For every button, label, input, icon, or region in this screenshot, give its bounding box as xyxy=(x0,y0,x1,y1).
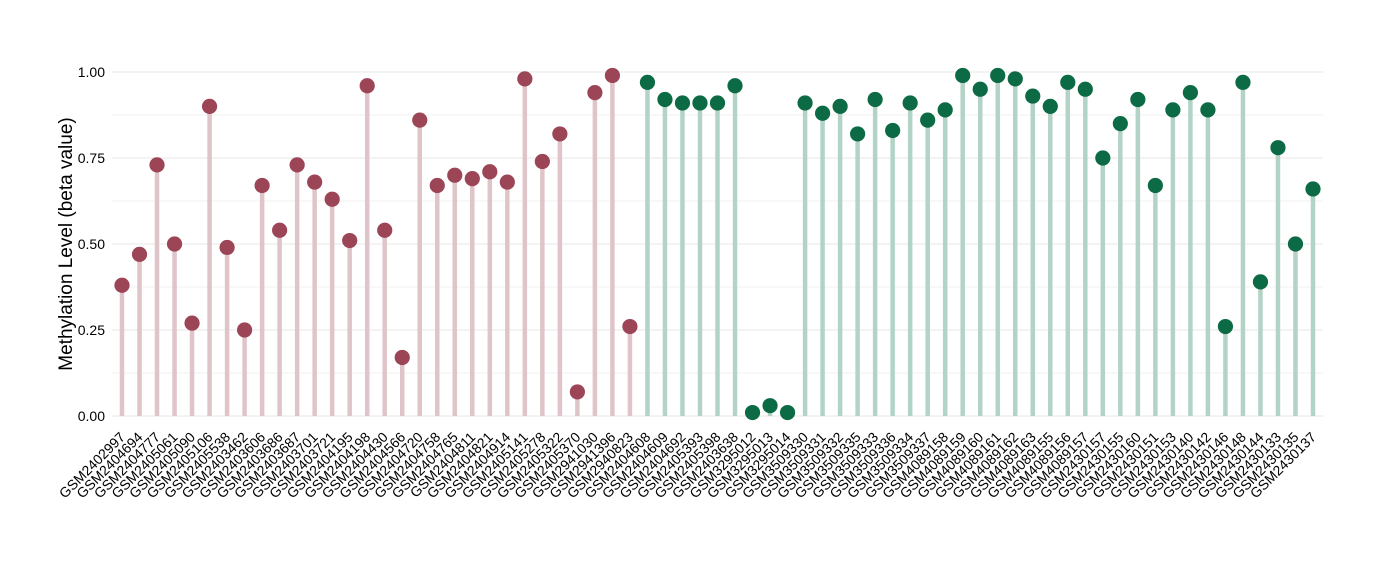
lollipop-point xyxy=(324,191,340,207)
lollipop-point xyxy=(1305,181,1321,197)
lollipop-point xyxy=(1112,116,1128,132)
y-axis-ticks: 0.00 0.25 0.50 0.75 1.00 xyxy=(78,64,105,424)
lollipop-point xyxy=(184,315,200,331)
lollipop-point xyxy=(307,174,323,190)
y-tick-label: 0.00 xyxy=(78,408,105,424)
lollipop-point xyxy=(1252,274,1269,290)
lollipop-point xyxy=(447,167,463,183)
lollipop-point xyxy=(359,78,375,94)
lollipop-point xyxy=(464,171,480,187)
lollipop-point xyxy=(1287,236,1304,252)
lollipop-point xyxy=(201,98,218,114)
lollipop-stems xyxy=(119,75,1316,416)
lollipop-point xyxy=(131,246,148,262)
lollipop-point xyxy=(639,74,656,90)
lollipop-point xyxy=(709,95,726,111)
lollipop-point xyxy=(482,164,498,180)
y-tick-label: 0.25 xyxy=(78,322,105,338)
lollipop-point xyxy=(1025,88,1041,104)
lollipop-point xyxy=(779,404,796,421)
lollipop-point xyxy=(1270,140,1286,156)
lollipop-point xyxy=(342,232,358,249)
lollipop-point xyxy=(166,236,183,252)
lollipop-point xyxy=(254,177,270,194)
x-axis-labels: GSM2402997GSM2404694GSM2404777GSM2405061… xyxy=(56,429,1320,502)
lollipop-point xyxy=(850,126,866,142)
lollipop-point xyxy=(1182,85,1198,101)
y-tick-label: 0.50 xyxy=(78,236,105,252)
lollipop-point xyxy=(867,91,883,108)
lollipop-point xyxy=(1165,102,1181,118)
lollipop-point xyxy=(412,112,428,128)
lollipop-point xyxy=(657,91,673,108)
lollipop-point xyxy=(114,277,130,293)
lollipop-point xyxy=(1042,98,1058,114)
lollipop-point xyxy=(517,71,533,87)
y-axis-title: Methylation Level (beta value) xyxy=(56,117,77,370)
lollipop-point xyxy=(429,177,445,194)
lollipop-point xyxy=(797,95,813,111)
lollipop-point xyxy=(727,78,743,94)
lollipop-point xyxy=(885,122,901,139)
lollipop-point xyxy=(377,222,393,238)
lollipop-point xyxy=(622,318,638,335)
lollipop-point xyxy=(1007,71,1023,87)
lollipop-point xyxy=(604,67,621,84)
lollipop-point xyxy=(219,239,235,256)
lollipop-point xyxy=(149,157,165,173)
lollipop-point xyxy=(289,157,305,173)
lollipop-point xyxy=(394,349,410,366)
lollipop-point xyxy=(832,98,848,114)
lollipop-point xyxy=(955,67,971,84)
y-tick-label: 0.75 xyxy=(78,150,105,166)
lollipop-point xyxy=(902,95,918,111)
lollipop-point xyxy=(1130,91,1146,108)
lollipop-point xyxy=(920,112,936,128)
lollipop-point xyxy=(674,95,691,111)
lollipop-point xyxy=(692,95,708,111)
lollipop-point xyxy=(499,174,515,190)
lollipop-point xyxy=(762,398,778,414)
lollipop-point xyxy=(1200,102,1216,118)
lollipop-points xyxy=(114,67,1321,421)
y-tick-label: 1.00 xyxy=(78,64,105,80)
lollipop-point xyxy=(534,153,550,170)
lollipop-point xyxy=(1235,74,1251,90)
lollipop-point xyxy=(744,404,761,421)
lollipop-point xyxy=(1217,318,1234,335)
lollipop-point xyxy=(552,126,568,142)
lollipop-point xyxy=(237,322,253,338)
lollipop-point xyxy=(1077,81,1093,97)
lollipop-point xyxy=(990,67,1006,84)
lollipop-point xyxy=(1147,177,1163,194)
lollipop-point xyxy=(937,102,953,118)
lollipop-point xyxy=(1060,74,1076,90)
lollipop-point xyxy=(1095,150,1111,166)
lollipop-point xyxy=(814,105,831,121)
lollipop-point xyxy=(972,81,988,97)
lollipop-point xyxy=(569,384,585,400)
lollipop-point xyxy=(587,85,603,101)
lollipop-point xyxy=(272,222,288,238)
